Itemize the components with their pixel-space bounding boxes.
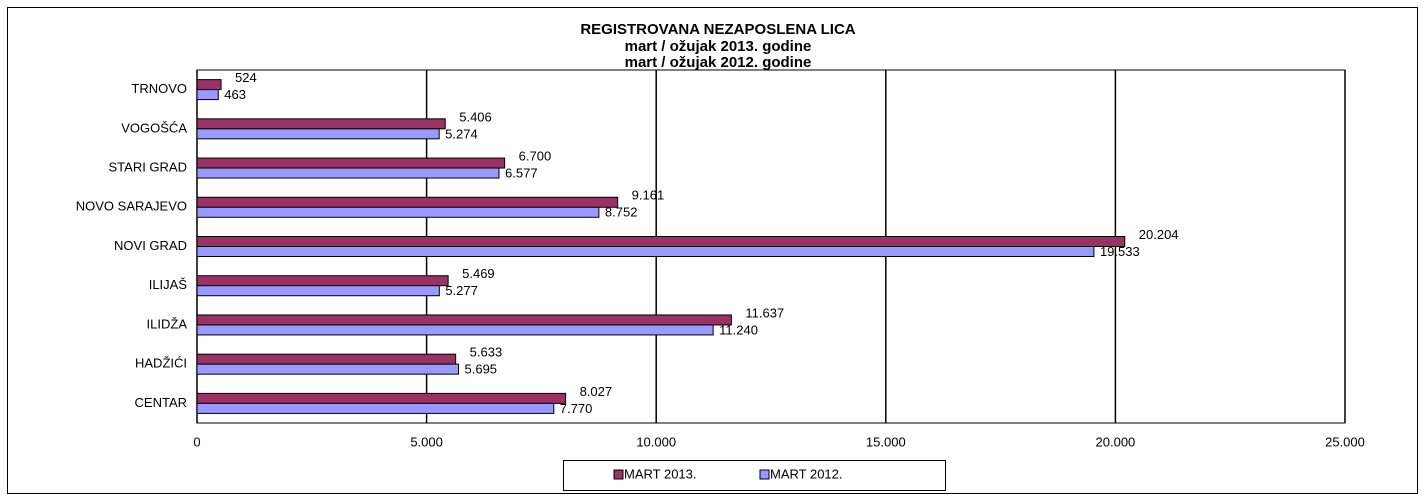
value-label: 5.695 [465,362,498,377]
bar [196,363,460,375]
legend-swatch [613,469,624,480]
value-label: 5.469 [462,266,495,281]
value-label: 11.637 [745,305,784,320]
bar [196,285,440,297]
value-label: 7.770 [560,401,593,416]
chart-title: REGISTROVANA NEZAPOSLENA LICA [580,21,855,38]
y-tick-label: NOVO SARAJEVO [76,199,187,214]
value-label: 20.204 [1139,227,1179,242]
x-tick-label: 10.000 [636,434,676,449]
bar [196,402,555,414]
value-label: 9.161 [632,188,665,203]
value-label: 11.240 [719,322,758,337]
y-tick-label: ILIDŽA [147,316,188,331]
value-label: 5.274 [445,126,478,141]
bar [196,167,500,179]
y-tick-label: HADŽIĆI [135,356,187,371]
bar [196,324,714,336]
value-label: 8.752 [605,205,638,220]
bar [196,206,600,218]
y-tick-label: NOVI GRAD [114,238,187,253]
value-label: 5.633 [470,345,503,360]
value-label: 463 [224,87,246,102]
bar [196,157,506,169]
legend-label: MART 2012. [770,466,843,481]
bar [196,236,1126,247]
y-tick-label: TRNOVO [131,81,187,96]
value-label: 6.700 [519,148,552,163]
bar [196,275,449,287]
value-label: 6.577 [505,165,538,180]
y-tick-label: STARI GRAD [109,159,188,174]
bar [196,392,567,404]
y-tick-label: VOGOŠĆA [121,120,187,135]
bar [196,246,1095,257]
y-tick-label: ILIJAŠ [149,277,188,292]
bar [196,79,222,91]
bar [196,196,619,208]
x-tick-label: 20.000 [1096,434,1136,449]
value-label: 5.277 [445,283,478,298]
bar [196,89,219,101]
legend-swatch [759,469,770,480]
legend-label: MART 2013. [624,466,697,481]
x-tick-label: 0 [193,434,200,449]
legend-box [563,460,946,491]
y-tick-label: CENTAR [135,395,187,410]
bar [196,118,446,130]
value-label: 5.406 [459,109,492,124]
chart-subtitle: mart / ožujak 2012. godine [625,54,812,71]
bar [196,128,440,140]
chart-subtitle: mart / ožujak 2013. godine [625,38,812,55]
value-label: 8.027 [580,384,613,399]
bar [196,353,457,365]
x-tick-label: 25.000 [1325,434,1365,449]
x-tick-label: 5.000 [410,434,443,449]
value-label: 19.533 [1100,244,1140,259]
x-tick-label: 15.000 [866,434,906,449]
bar [196,314,732,326]
value-label: 524 [235,70,257,85]
